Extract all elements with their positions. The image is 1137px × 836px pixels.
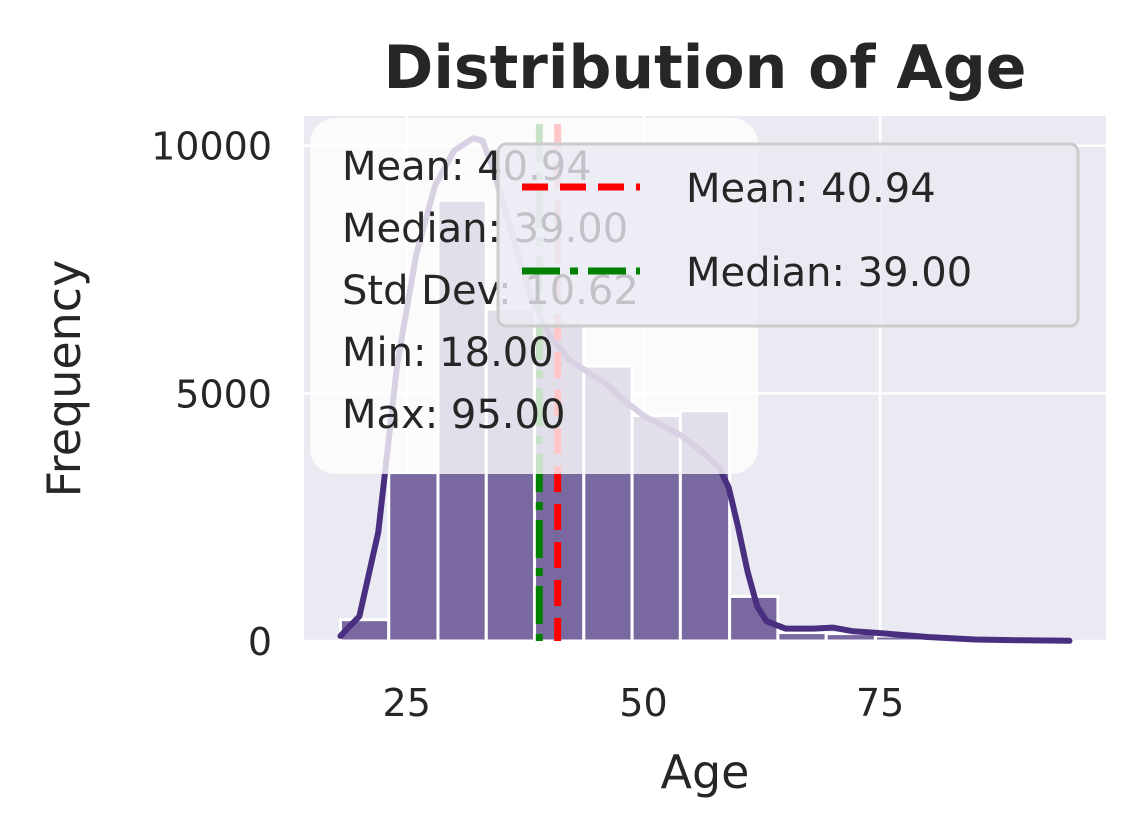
legend-items: Mean: 40.94 Median: 39.00 (522, 166, 972, 296)
y-axis-label: Frequency (37, 260, 91, 498)
x-tick-label: 25 (383, 681, 431, 725)
y-tick-labels: 0 5000 10000 (151, 125, 272, 664)
histogram-bar (387, 471, 440, 643)
x-tick-label: 50 (619, 681, 667, 725)
histogram-bar (776, 631, 828, 643)
y-tick-label: 5000 (175, 372, 272, 416)
x-axis-label: Age (661, 745, 750, 799)
chart-title: Distribution of Age (384, 33, 1027, 103)
x-tick-labels: 25 50 75 (383, 681, 905, 725)
stats-line: Max: 95.00 (342, 392, 565, 438)
y-tick-label: 10000 (151, 125, 272, 169)
legend: Mean: 40.94 Median: 39.00 (496, 142, 1080, 328)
y-tick-label: 0 (248, 620, 272, 664)
legend-label: Mean: 40.94 (686, 166, 936, 212)
legend-background (496, 142, 1080, 328)
legend-label: Median: 39.00 (686, 250, 972, 296)
x-tick-label: 75 (856, 681, 904, 725)
stats-line: Min: 18.00 (342, 330, 554, 376)
